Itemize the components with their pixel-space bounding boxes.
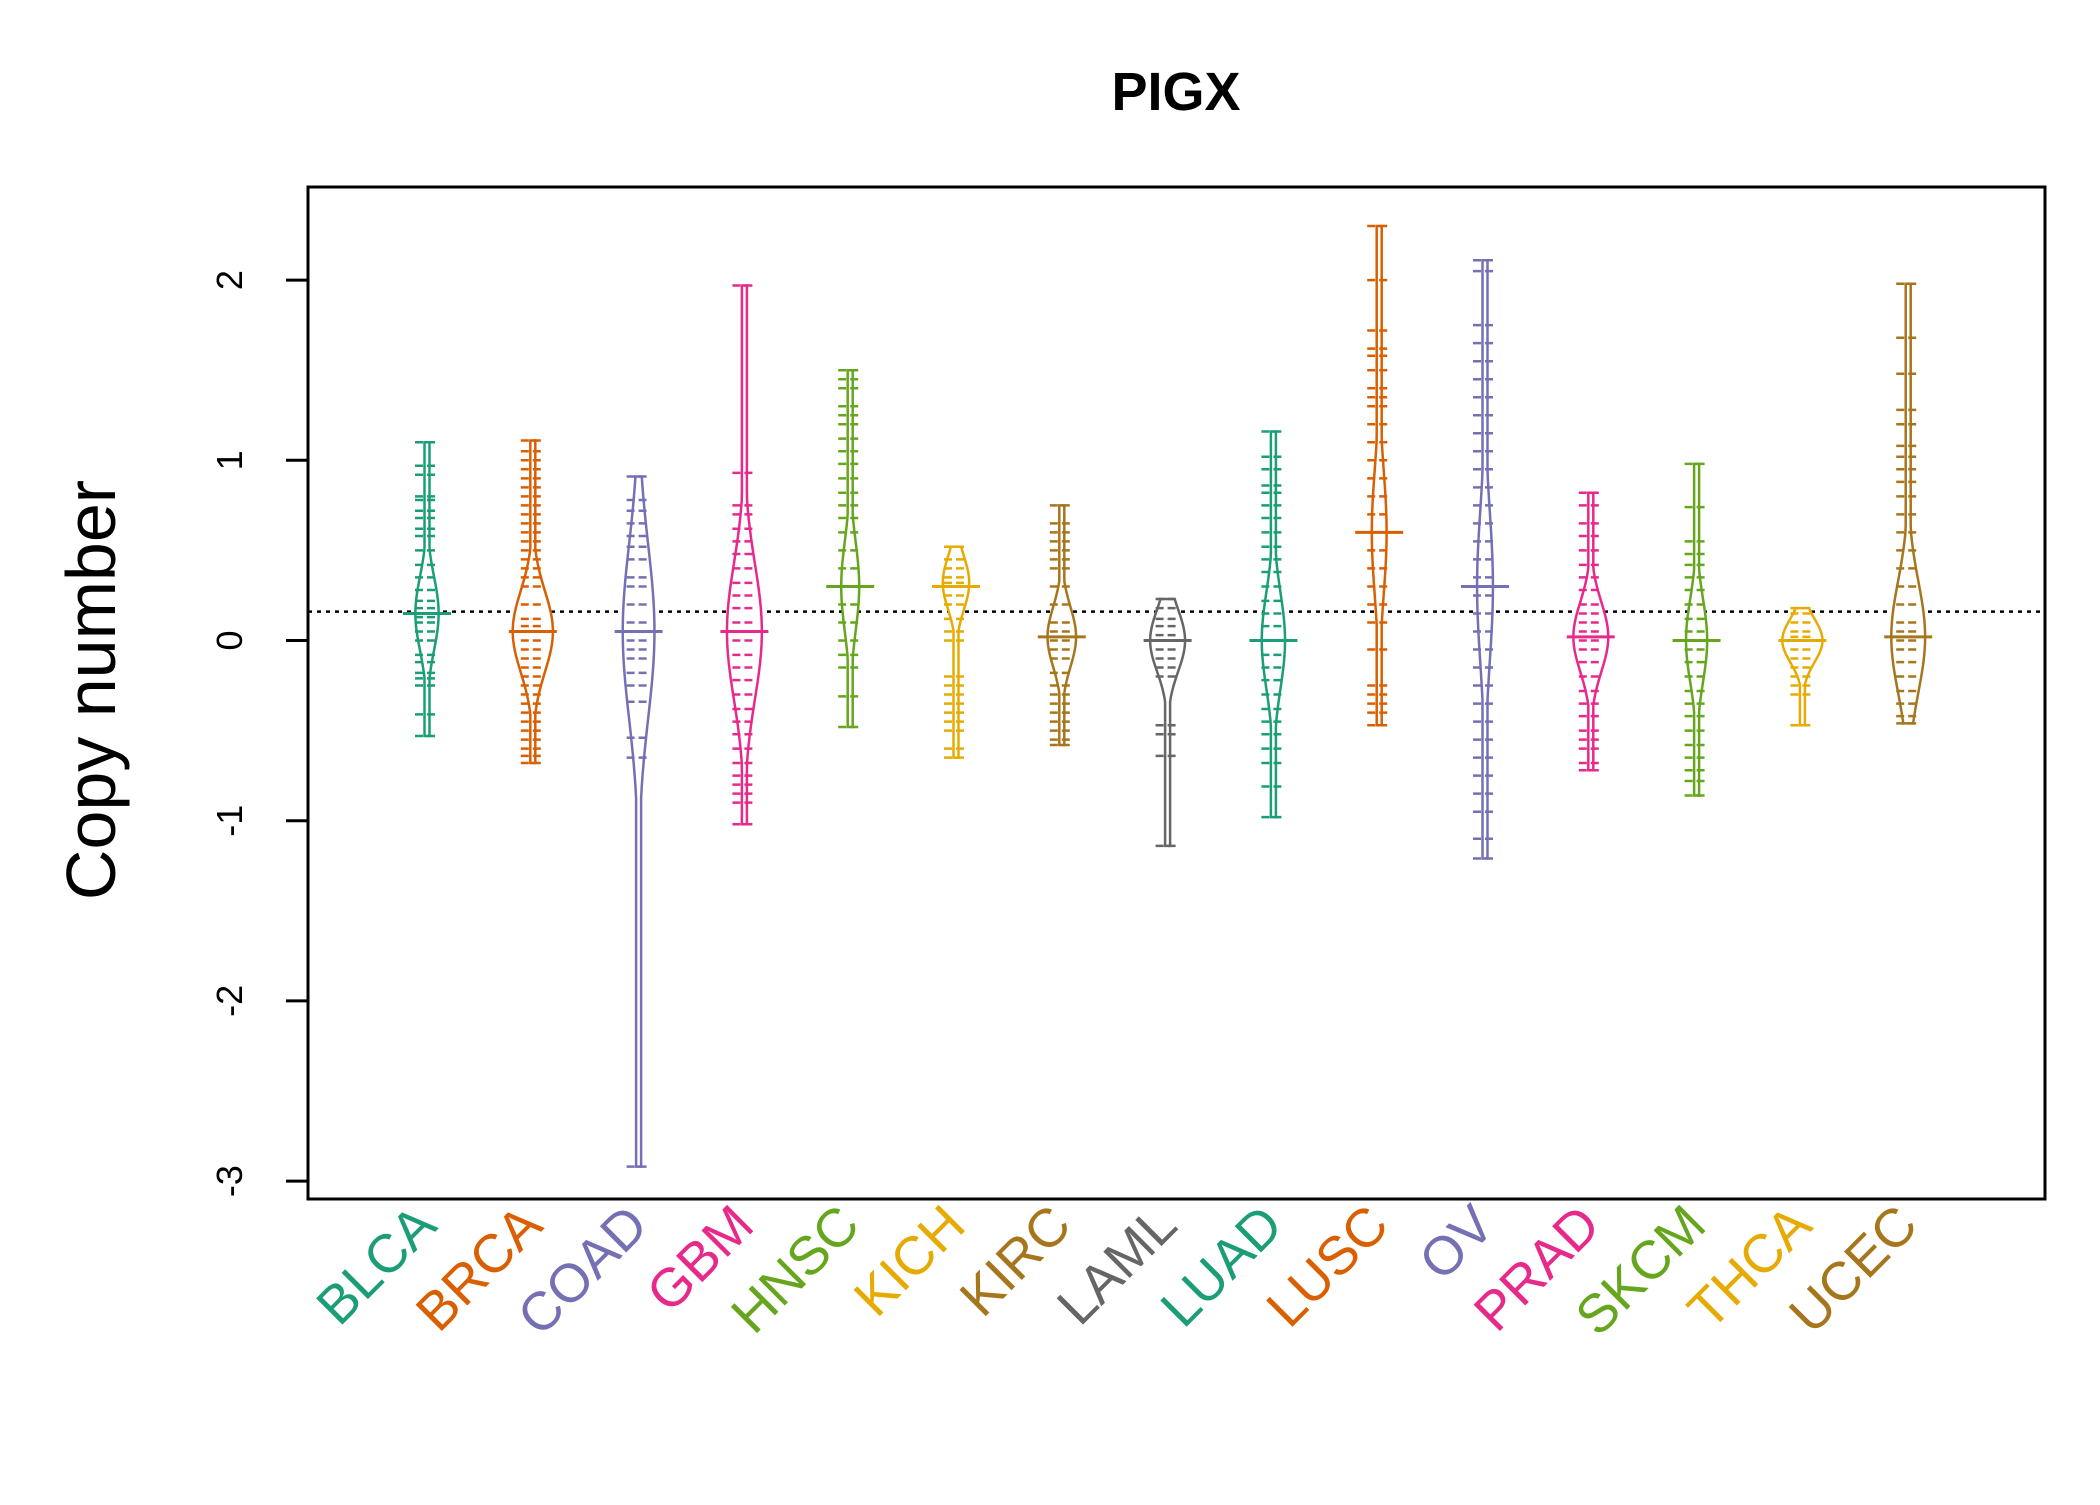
bean-luad: [1249, 430, 1298, 819]
bean-outline: [621, 475, 656, 1168]
bean-gbm: [720, 284, 769, 826]
y-axis-label: Copy number: [52, 480, 130, 900]
beans-layer: [403, 224, 1933, 1168]
y-tick-label: 1: [209, 450, 250, 470]
bean-lusc: [1355, 224, 1404, 727]
y-tick-label: 0: [209, 630, 250, 650]
bean-laml: [1143, 597, 1192, 848]
bean-outline: [1684, 462, 1709, 797]
y-tick-label: -2: [209, 985, 250, 1017]
bean-outline: [1890, 282, 1927, 725]
x-category-label: LUSC: [1255, 1194, 1399, 1338]
bean-coad: [614, 475, 663, 1168]
bean-outline: [1370, 224, 1388, 727]
bean-prad: [1566, 491, 1615, 772]
y-tick-label: -1: [209, 805, 250, 837]
bean-hnsc: [826, 368, 875, 729]
bean-thca: [1778, 606, 1827, 727]
bean-ucec: [1884, 282, 1933, 725]
bean-blca: [403, 441, 451, 738]
bean-skcm: [1672, 462, 1721, 797]
bean-outline: [511, 439, 555, 765]
bean-outline: [1046, 504, 1078, 747]
bean-kirc: [1037, 504, 1086, 747]
chart-title: PIGX: [1111, 62, 1240, 122]
x-category-label: LAML: [1046, 1194, 1188, 1336]
bean-outline: [1260, 430, 1287, 819]
bean-brca: [508, 439, 557, 765]
plot-frame: [306, 185, 2047, 1201]
bean-kich: [932, 545, 980, 759]
y-tick-label: 2: [209, 270, 250, 290]
y-axis: -3 -2 -1 0 1 2: [209, 270, 308, 1197]
bean-outline: [839, 368, 861, 729]
bean-ov: [1461, 259, 1509, 860]
x-category-label: KICH: [843, 1194, 977, 1328]
x-category-label: LUAD: [1150, 1194, 1294, 1338]
bean-outline: [1781, 606, 1824, 727]
y-tick-label: -3: [209, 1165, 250, 1197]
